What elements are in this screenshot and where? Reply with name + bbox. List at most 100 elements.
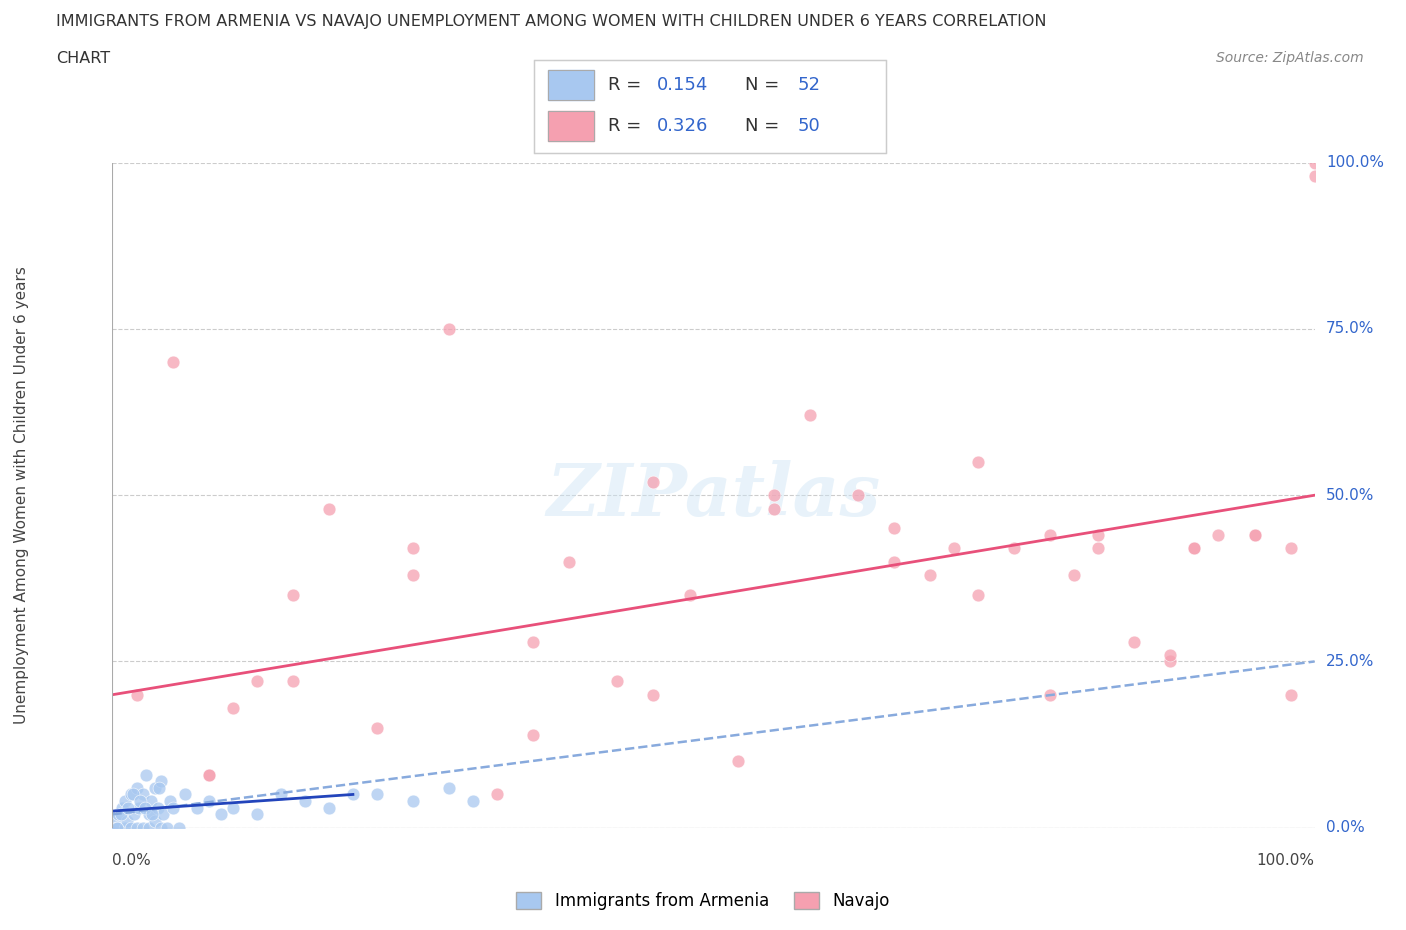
Point (402, 793, 425, 808)
Point (125, 687, 148, 702)
Point (522, 727, 544, 742)
Text: 0.0%: 0.0% (112, 853, 152, 868)
Legend: Immigrants from Armenia, Navajo: Immigrants from Armenia, Navajo (510, 885, 896, 917)
Point (437, 322, 460, 337)
Point (105, 820, 128, 835)
Point (138, 807, 160, 822)
Bar (548, 70, 593, 100)
Point (366, 721, 388, 736)
Point (606, 674, 628, 689)
Point (162, 355, 184, 370)
Point (134, 801, 156, 816)
Point (294, 793, 316, 808)
Point (883, 554, 905, 569)
Point (942, 541, 965, 556)
Point (155, 820, 177, 835)
Point (402, 567, 425, 582)
Point (1159, 647, 1181, 662)
Point (1159, 654, 1181, 669)
Text: 52: 52 (799, 76, 821, 94)
Point (883, 521, 905, 536)
Text: 50.0%: 50.0% (1326, 487, 1374, 503)
Point (143, 814, 166, 829)
Point (1039, 687, 1062, 702)
Point (131, 787, 153, 802)
Text: N =: N = (745, 76, 785, 94)
Text: R =: R = (609, 117, 647, 135)
Point (1303, 168, 1326, 183)
Point (209, 807, 232, 822)
Point (967, 588, 990, 603)
Point (125, 820, 148, 835)
Point (114, 793, 136, 808)
Point (111, 801, 134, 816)
Point (115, 814, 138, 829)
Point (146, 801, 169, 816)
Point (967, 455, 990, 470)
Point (1279, 541, 1302, 556)
Bar (548, 70, 593, 100)
Point (318, 801, 340, 816)
Text: 100.0%: 100.0% (1326, 155, 1384, 170)
Text: CHART: CHART (56, 51, 110, 66)
Point (799, 408, 821, 423)
Point (222, 801, 245, 816)
Point (222, 700, 245, 715)
Point (437, 780, 460, 795)
Point (1002, 541, 1025, 556)
Point (727, 753, 749, 768)
Text: 100.0%: 100.0% (1257, 853, 1315, 868)
Point (125, 780, 148, 795)
Point (270, 787, 292, 802)
Text: 50: 50 (799, 117, 821, 135)
Text: 75.0%: 75.0% (1326, 322, 1374, 337)
Point (139, 793, 162, 808)
Point (110, 807, 132, 822)
Point (149, 774, 172, 789)
Point (117, 801, 139, 816)
Point (135, 767, 157, 782)
Point (1243, 527, 1265, 542)
Point (1087, 527, 1109, 542)
Point (152, 807, 174, 822)
Text: Source: ZipAtlas.com: Source: ZipAtlas.com (1216, 51, 1364, 65)
Text: 25.0%: 25.0% (1326, 654, 1374, 669)
Point (342, 787, 364, 802)
Point (762, 501, 785, 516)
Point (167, 820, 190, 835)
Point (122, 807, 145, 822)
Text: IMMIGRANTS FROM ARMENIA VS NAVAJO UNEMPLOYMENT AMONG WOMEN WITH CHILDREN UNDER 6: IMMIGRANTS FROM ARMENIA VS NAVAJO UNEMPL… (56, 14, 1046, 29)
Point (120, 820, 142, 835)
Point (107, 807, 129, 822)
Point (143, 780, 166, 795)
Point (846, 488, 869, 503)
Point (762, 488, 785, 503)
Text: Unemployment Among Women with Children Under 6 years: Unemployment Among Women with Children U… (14, 266, 28, 724)
Point (197, 767, 219, 782)
Point (122, 787, 145, 802)
Point (246, 674, 269, 689)
Point (138, 820, 160, 835)
Point (461, 793, 484, 808)
Point (197, 767, 219, 782)
Point (522, 634, 544, 649)
Point (1184, 541, 1206, 556)
Point (148, 780, 170, 795)
Point (131, 820, 153, 835)
Bar (548, 111, 593, 141)
Bar (548, 111, 593, 141)
Point (149, 820, 172, 835)
Point (114, 820, 136, 835)
Point (1063, 567, 1085, 582)
Point (173, 787, 195, 802)
Point (281, 588, 304, 603)
Point (366, 787, 388, 802)
Point (120, 787, 142, 802)
Point (486, 787, 509, 802)
Point (246, 807, 269, 822)
Point (643, 687, 665, 702)
Point (1184, 541, 1206, 556)
Text: ZIPatlas: ZIPatlas (547, 459, 880, 531)
Point (1279, 687, 1302, 702)
Point (159, 793, 181, 808)
